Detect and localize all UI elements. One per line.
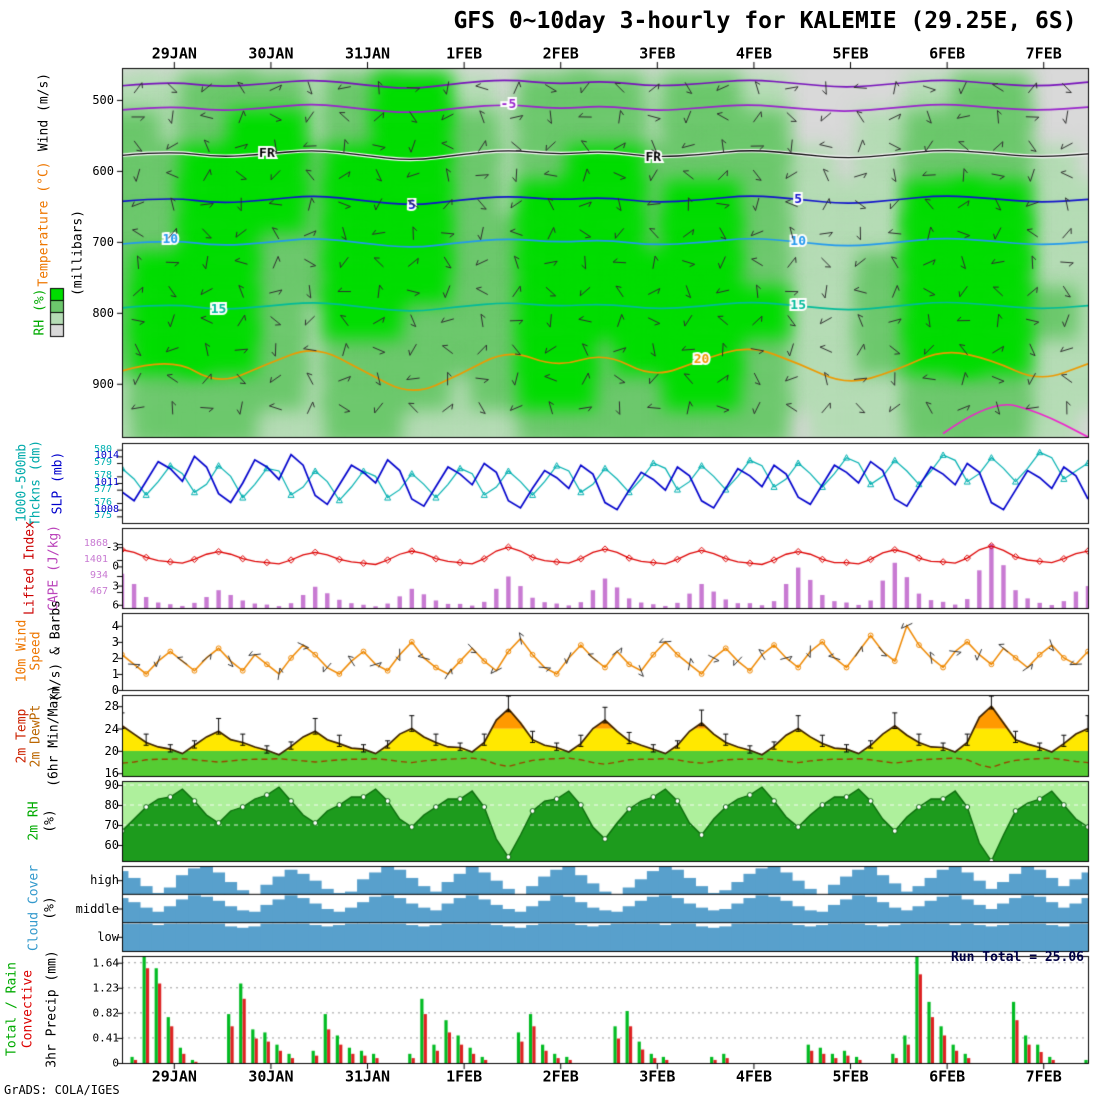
grads-credit: GrADS: COLA/IGES bbox=[4, 1083, 120, 1097]
run-total-label: Run Total = 25.06 bbox=[950, 950, 1084, 965]
page-title: GFS 0~10day 3-hourly for KALEMIE (29.25E… bbox=[453, 8, 1077, 34]
